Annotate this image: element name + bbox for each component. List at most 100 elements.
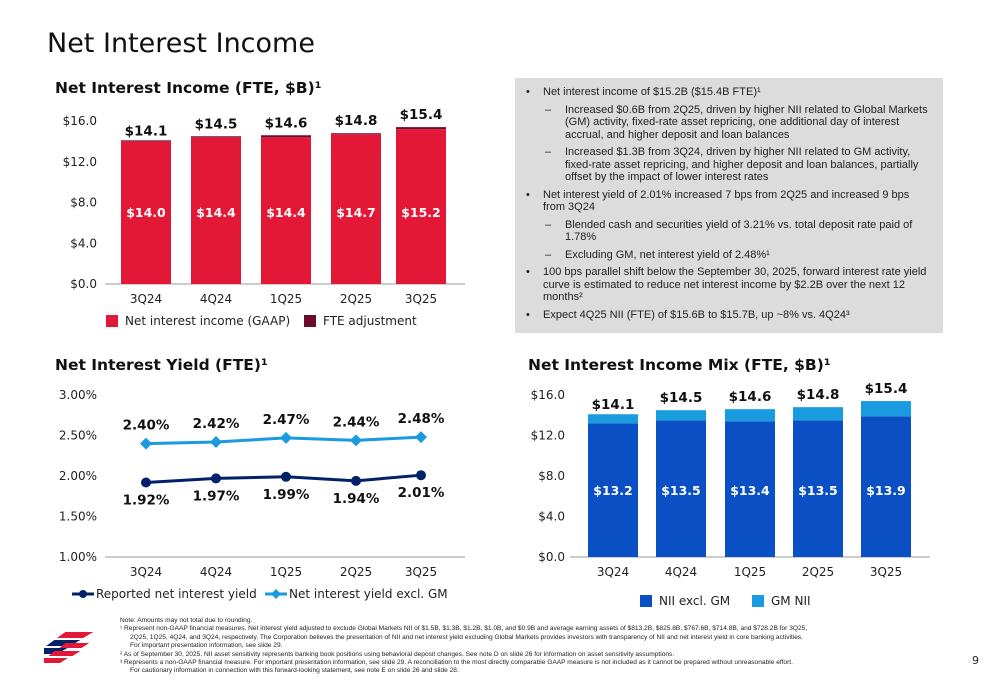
bar-segment (331, 134, 381, 284)
data-point (281, 471, 291, 482)
bar-inside-label: $13.9 (866, 483, 906, 498)
bar-segment (861, 401, 911, 417)
y-tick-label: $0.0 (538, 550, 565, 564)
y-tick-label: 2.00% (59, 469, 97, 483)
data-point (140, 437, 152, 450)
bar-segment (396, 127, 446, 130)
bar-total-label: $14.1 (592, 397, 635, 413)
bar-inside-label: $14.4 (266, 205, 306, 220)
x-tick-label: 3Q25 (405, 292, 437, 306)
legend-item-excl-gm: Net interest yield excl. GM (265, 587, 448, 601)
footnote: For cautionary information in connection… (130, 667, 459, 675)
footnote: ¹ Represent non-GAAP financial measures.… (120, 625, 808, 633)
x-tick-label: 4Q24 (200, 565, 232, 579)
chart-title-mix: Net Interest Income Mix (FTE, $B)¹ (528, 356, 831, 374)
x-tick-label: 4Q24 (665, 565, 697, 579)
bar-segment (331, 133, 381, 135)
data-point (210, 435, 222, 448)
footnote: ³ Represents a non-GAAP financial measur… (120, 659, 793, 667)
x-tick-label: 3Q24 (597, 565, 629, 579)
data-point (350, 434, 362, 447)
page-title: Net Interest Income (47, 28, 315, 59)
bar-inside-label: $13.5 (798, 483, 838, 498)
bar-total-label: $14.8 (797, 387, 840, 403)
bar-inside-label: $13.5 (661, 483, 701, 498)
data-label: 2.42% (193, 416, 240, 432)
bar-segment (656, 420, 706, 557)
x-tick-label: 1Q25 (270, 565, 302, 579)
bar-total-label: $15.4 (400, 107, 443, 123)
data-label: 1.99% (263, 487, 310, 503)
data-label: 2.47% (263, 412, 310, 428)
data-point (351, 475, 361, 486)
data-label: 1.92% (123, 492, 170, 508)
bar-total-label: $14.1 (125, 123, 168, 139)
legend-swatch (106, 315, 118, 327)
legend-swatch (752, 595, 764, 607)
x-tick-label: 3Q24 (130, 292, 162, 306)
bullet: • 100 bps parallel shift below the Septem… (526, 266, 927, 303)
bullet: • Expect 4Q25 NII (FTE) of $15.6B to $15.… (526, 308, 850, 321)
legend-swatch (304, 315, 316, 327)
bar-segment (588, 414, 638, 424)
bar-inside-label: $14.0 (126, 205, 166, 220)
x-tick-label: 3Q25 (405, 565, 437, 579)
sub-bullet: – Increased $1.3B from 3Q24, driven by hi… (545, 146, 919, 183)
bar-segment (121, 140, 171, 142)
x-tick-label: 1Q25 (734, 565, 766, 579)
data-label: 1.94% (333, 491, 380, 507)
legend-item-gaap: Net interest income (GAAP) (106, 314, 290, 328)
bullet: • Net interest yield of 2.01% increased 7… (526, 188, 910, 214)
footnote: For important presentation information, … (130, 642, 283, 650)
y-tick-label: 2.50% (59, 429, 97, 443)
bar-inside-label: $15.2 (401, 205, 441, 220)
page-number: 9 (972, 654, 979, 667)
y-tick-label: $4.0 (70, 236, 97, 250)
bar-segment (588, 423, 638, 557)
data-point (211, 473, 221, 484)
legend-item-reported: Reported net interest yield (72, 587, 257, 601)
data-label: 2.44% (333, 414, 380, 430)
y-tick-label: $0.0 (70, 277, 97, 291)
bar-segment (191, 137, 241, 284)
y-tick-label: $8.0 (538, 469, 565, 483)
data-label: 1.97% (193, 488, 240, 504)
x-tick-label: 3Q24 (130, 565, 162, 579)
bar-segment (861, 416, 911, 557)
bullet: • Net interest income of $15.2B ($15.4B F… (526, 86, 761, 98)
sub-bullet: – Excluding GM, net interest yield of 2.4… (545, 248, 770, 261)
bar-total-label: $15.4 (865, 381, 908, 397)
footnote: Note: Amounts may not total due to round… (120, 617, 253, 624)
data-point (415, 431, 427, 444)
bar-inside-label: $14.7 (336, 205, 376, 220)
legend-line-marker (72, 590, 94, 598)
bar-total-label: $14.6 (265, 115, 308, 131)
sub-bullet: – Blended cash and securities yield of 3.… (545, 218, 913, 244)
data-label: 2.48% (398, 411, 445, 427)
data-point (141, 477, 151, 488)
chart-title-nii: Net Interest Income (FTE, $B)¹ (55, 79, 322, 97)
bar-segment (121, 141, 171, 284)
bar-segment (793, 407, 843, 421)
legend-item-fte: FTE adjustment (304, 314, 417, 328)
footnote: ² As of September 30, 2025. NII asset se… (120, 650, 675, 658)
x-tick-label: 4Q24 (200, 292, 232, 306)
bar-inside-label: $13.4 (730, 483, 770, 498)
bar-segment (261, 135, 311, 138)
data-point (416, 470, 426, 481)
bar-segment (793, 420, 843, 557)
data-point (280, 431, 292, 444)
data-label: 2.01% (398, 485, 445, 501)
footnotes: Note: Amounts may not total due to round… (120, 617, 940, 676)
bar-segment (725, 409, 775, 422)
x-tick-label: 3Q25 (870, 565, 902, 579)
sub-bullet: – Increased $0.6B from 2Q25, driven by hi… (545, 103, 928, 141)
bar-inside-label: $13.2 (593, 483, 633, 498)
bar-segment (261, 137, 311, 284)
y-tick-label: $4.0 (538, 510, 565, 524)
y-tick-label: $8.0 (70, 196, 97, 210)
highlights-panel: • Net interest income of $15.2B ($15.4B F… (515, 78, 943, 333)
legend-item-nii-excl-gm: NII excl. GM (640, 594, 730, 608)
y-tick-label: $16.0 (63, 114, 97, 128)
